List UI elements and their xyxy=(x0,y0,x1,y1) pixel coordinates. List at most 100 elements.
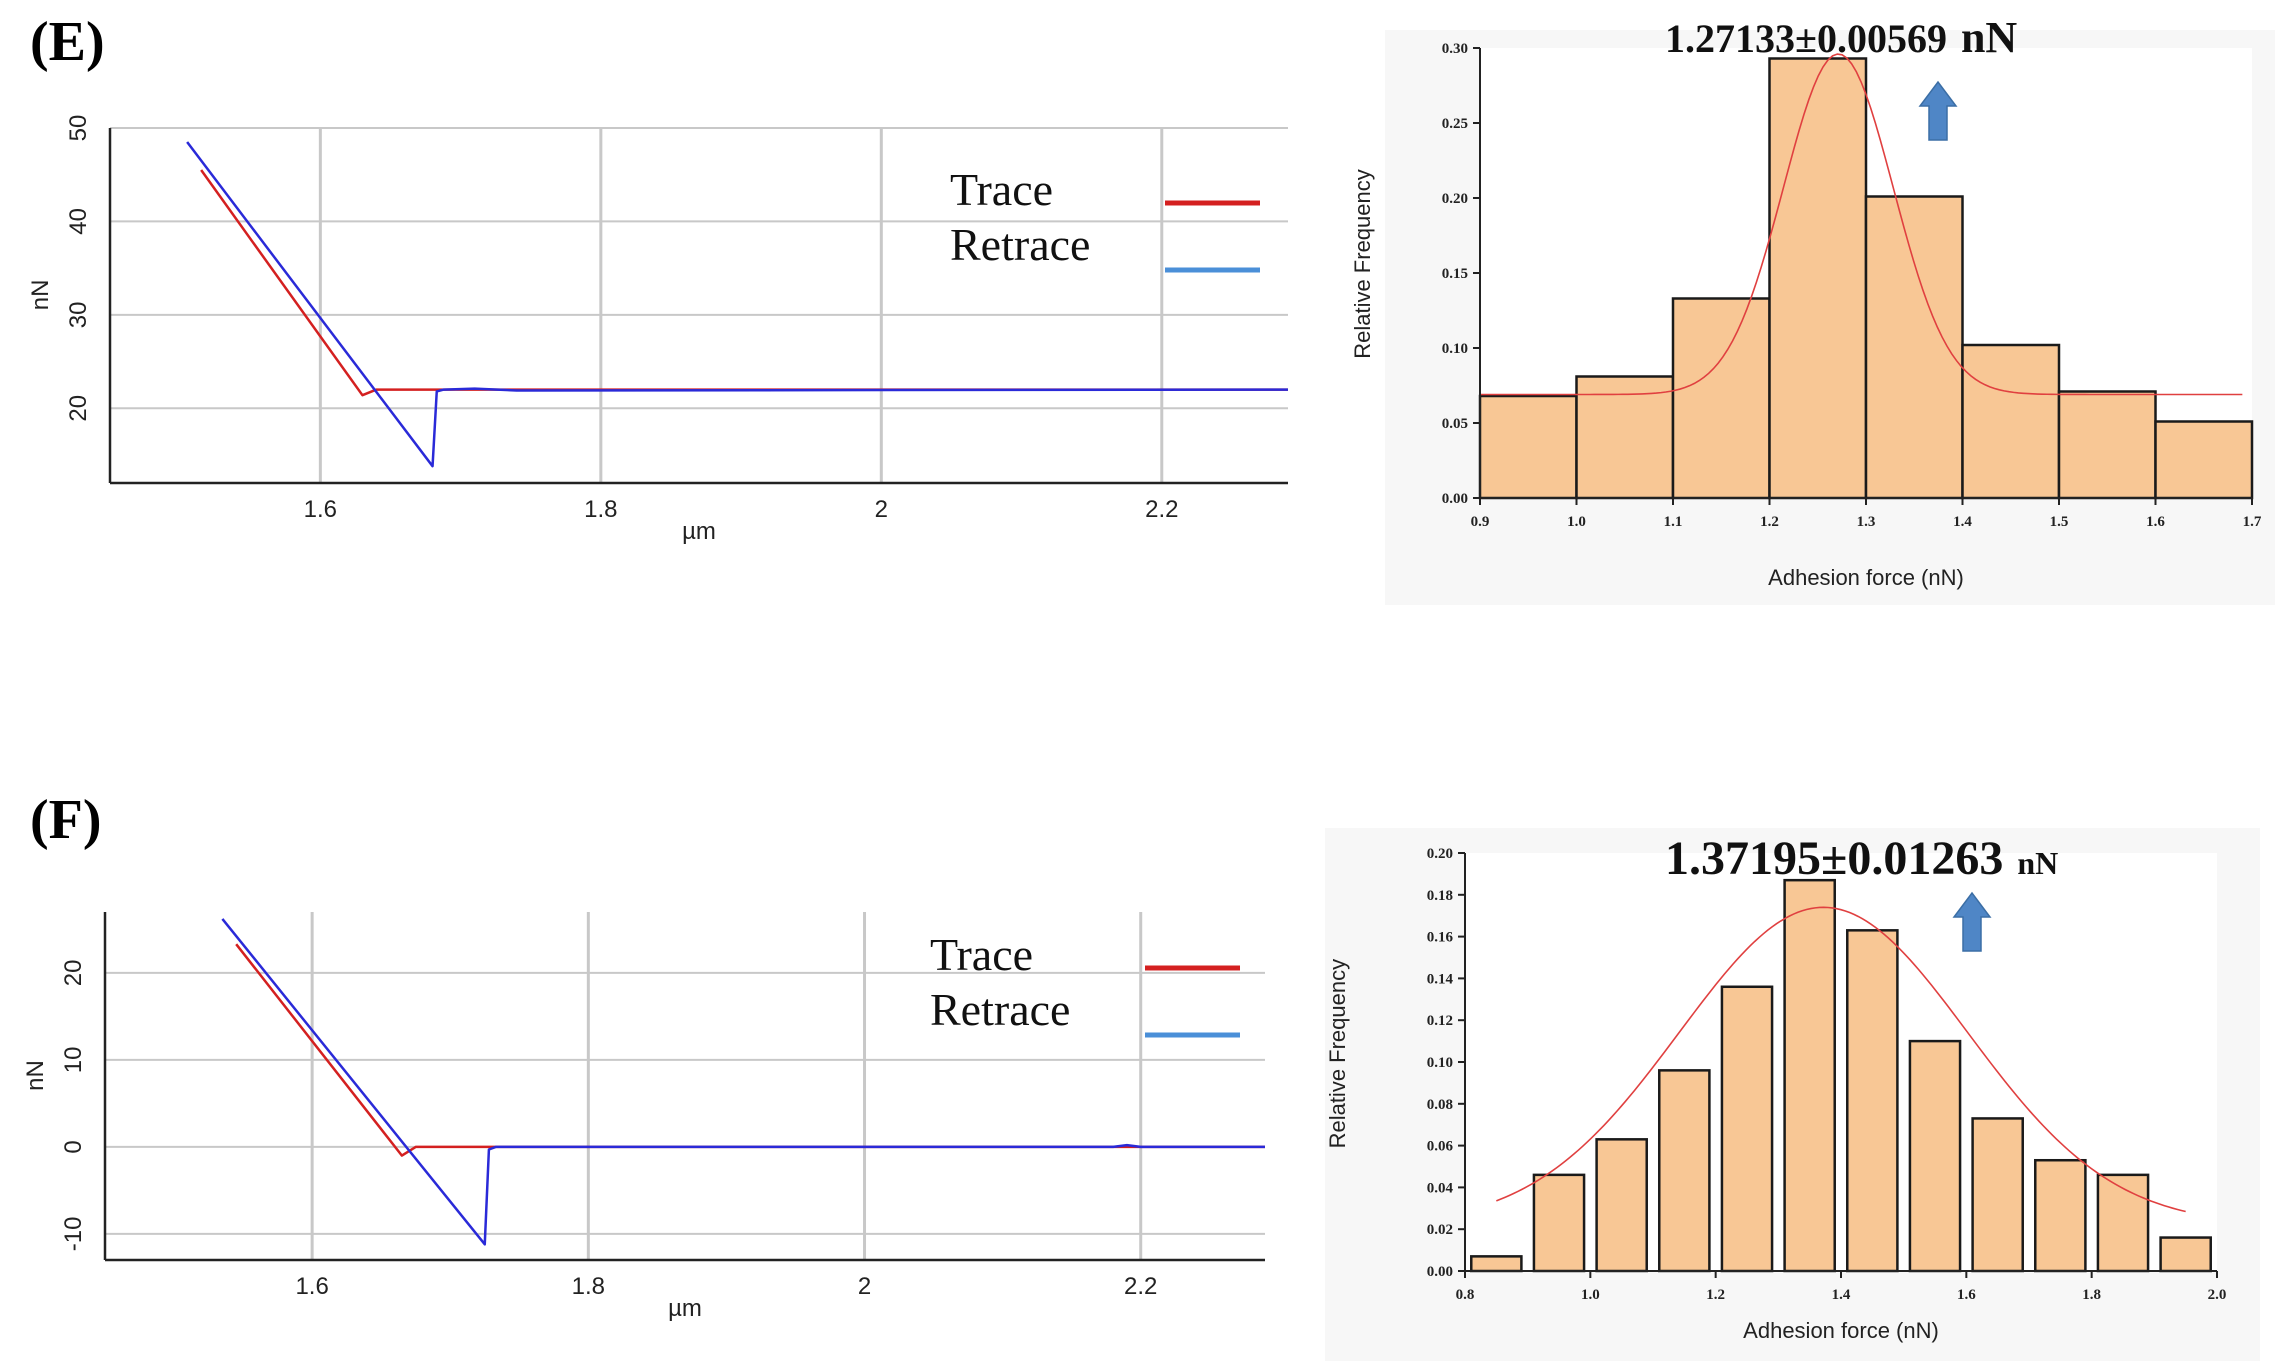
x-tick-label: 1.2 xyxy=(1760,514,1779,530)
y-tick-label: 0.05 xyxy=(1442,416,1468,432)
legend-label-trace: Trace xyxy=(930,929,1033,980)
x-tick-label: 0.8 xyxy=(1456,1287,1475,1303)
series-line-retrace xyxy=(186,141,1289,468)
y-tick-label: 0.08 xyxy=(1427,1097,1453,1113)
series-line-trace xyxy=(200,169,1288,397)
x-tick-label: 1.5 xyxy=(2050,514,2069,530)
x-tick-label: 2.2 xyxy=(1145,496,1178,523)
panel-label-f: (F) xyxy=(30,789,102,851)
y-tick-label: 0.06 xyxy=(1427,1139,1454,1155)
y-tick-label: 0.20 xyxy=(1427,846,1453,862)
histogram-bar xyxy=(1768,57,1868,500)
mean-adhesion-value: 1.27133±0.00569 xyxy=(1665,16,1947,61)
histogram-bar xyxy=(2154,420,2254,500)
legend-label-retrace: Retrace xyxy=(930,984,1070,1035)
histogram-bar xyxy=(1908,1039,1962,1273)
histogram-bar xyxy=(2159,1236,2212,1273)
y-tick-label: 0.00 xyxy=(1427,1264,1453,1280)
x-tick-label: 1.8 xyxy=(2082,1287,2101,1303)
y-tick-label: 0.10 xyxy=(1427,1055,1453,1071)
x-axis-label: Adhesion force (nN) xyxy=(1743,1318,1939,1343)
panel-label-e: (E) xyxy=(30,11,105,73)
adhesion-histogram-chart-e: 0.9 1.0 1.1 1.2 1.3 1.4 1.5 1.6 1.7 0.00 0.05 0.10 0… xyxy=(1350,13,2275,605)
y-tick-label: 30 xyxy=(65,301,92,328)
y-tick-label: 0.10 xyxy=(1442,341,1468,357)
x-tick-label: 1.6 xyxy=(304,496,337,523)
up-arrow-icon xyxy=(1952,891,1992,952)
y-tick-label: 0.16 xyxy=(1427,930,1454,946)
y-tick-label: 10 xyxy=(60,1047,87,1074)
histogram-bar xyxy=(1478,394,1578,500)
series-line-retrace xyxy=(221,918,1265,1246)
y-tick-label: 0.25 xyxy=(1442,116,1468,132)
mean-adhesion-unit: nN xyxy=(1961,13,2017,62)
histogram-bar xyxy=(2034,1158,2087,1273)
x-tick-label: 1.8 xyxy=(584,496,617,523)
x-axis-label: Adhesion force (nN) xyxy=(1768,565,1964,590)
adhesion-histogram-chart-f: 0.8 1.0 1.2 1.4 1.6 1.8 2.0 0.00 0.02 0.04 0.06 0.0… xyxy=(1325,828,2260,1361)
histogram-bar xyxy=(1575,375,1675,500)
histogram-bar xyxy=(1846,929,1899,1273)
gaussian-fit-line xyxy=(1480,53,2243,396)
x-tick-label: 2 xyxy=(858,1273,871,1300)
x-tick-label: 1.0 xyxy=(1567,514,1586,530)
up-arrow-icon xyxy=(1918,80,1958,141)
y-tick-label: 0.04 xyxy=(1427,1180,1454,1196)
y-tick-label: 20 xyxy=(60,960,87,987)
x-tick-label: 0.9 xyxy=(1471,514,1490,530)
x-tick-label: 1.4 xyxy=(1832,1287,1851,1303)
x-tick-label: 2.0 xyxy=(2208,1287,2227,1303)
y-axis-label: nN xyxy=(22,1060,49,1091)
histogram-bar xyxy=(1961,343,2061,500)
histogram-bar xyxy=(1783,878,1836,1273)
x-tick-label: 1.6 xyxy=(295,1273,328,1300)
y-tick-label: 0.15 xyxy=(1442,266,1468,282)
x-tick-label: 1.3 xyxy=(1857,514,1876,530)
histogram-bar xyxy=(2057,390,2157,500)
mean-adhesion-title: 1.37195±0.01263 nN xyxy=(1665,832,2058,885)
mean-adhesion-unit: nN xyxy=(2017,845,2058,881)
mean-adhesion-title: 1.27133±0.00569 nN xyxy=(1665,13,2017,62)
y-axis-label: nN xyxy=(27,280,54,311)
y-tick-label: 0.30 xyxy=(1442,41,1468,57)
y-tick-label: 0 xyxy=(60,1140,87,1153)
histogram-bar xyxy=(1971,1117,2024,1273)
legend-label-trace: Trace xyxy=(950,164,1053,215)
legend-label-retrace: Retrace xyxy=(950,219,1090,270)
y-tick-label: 0.02 xyxy=(1427,1222,1453,1238)
x-tick-label: 1.1 xyxy=(1664,514,1683,530)
y-tick-label: 0.14 xyxy=(1427,971,1454,987)
histogram-bar xyxy=(1595,1138,1648,1273)
histogram-bar xyxy=(1671,297,1771,500)
histogram-bar xyxy=(1658,1069,1711,1273)
x-tick-label: 1.2 xyxy=(1706,1287,1725,1303)
y-tick-label: -10 xyxy=(60,1217,87,1252)
y-tick-label: 50 xyxy=(65,115,92,142)
y-tick-label: 0.20 xyxy=(1442,191,1468,207)
series-line-trace xyxy=(235,943,1265,1157)
histogram-bar xyxy=(1720,985,1774,1273)
histogram-bar xyxy=(1864,195,1964,500)
x-axis-label: µm xyxy=(682,518,716,545)
x-tick-label: 1.7 xyxy=(2243,514,2262,530)
histogram-bar xyxy=(1470,1255,1523,1273)
y-tick-label: 20 xyxy=(65,395,92,422)
y-tick-label: 0.12 xyxy=(1427,1013,1453,1029)
y-axis-label: Relative Frequency xyxy=(1325,959,1350,1149)
y-tick-label: 0.18 xyxy=(1427,888,1453,904)
x-tick-label: 2 xyxy=(875,496,888,523)
x-axis-label: µm xyxy=(668,1295,702,1322)
x-tick-label: 1.8 xyxy=(572,1273,605,1300)
mean-adhesion-value: 1.37195±0.01263 xyxy=(1665,832,2003,885)
x-tick-label: 1.0 xyxy=(1581,1287,1600,1303)
x-tick-label: 1.6 xyxy=(1957,1287,1976,1303)
y-tick-label: 40 xyxy=(65,208,92,235)
gaussian-fit-line xyxy=(1496,906,2186,1213)
x-tick-label: 2.2 xyxy=(1124,1273,1157,1300)
x-tick-label: 1.4 xyxy=(1953,514,1972,530)
plot-area xyxy=(1465,853,2217,1271)
x-tick-label: 1.6 xyxy=(2146,514,2165,530)
